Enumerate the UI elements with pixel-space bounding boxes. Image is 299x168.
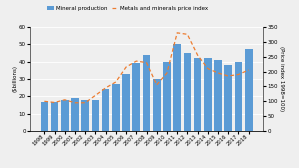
Metals and minerals price index <box>176 32 179 34</box>
Bar <box>235 62 242 131</box>
Bar <box>132 63 140 131</box>
Metals and minerals price index <box>155 84 158 86</box>
Bar <box>40 101 48 131</box>
Metals and minerals price index <box>135 60 138 62</box>
Metals and minerals price index <box>83 102 87 104</box>
Bar <box>225 65 232 131</box>
Bar <box>112 84 120 131</box>
Metals and minerals price index <box>63 99 67 101</box>
Bar <box>194 58 202 131</box>
Bar <box>173 44 181 131</box>
Bar <box>214 60 222 131</box>
Bar <box>153 79 161 131</box>
Metals and minerals price index <box>73 102 77 104</box>
Y-axis label: ($billions): ($billions) <box>12 66 17 92</box>
Bar <box>184 53 191 131</box>
Bar <box>61 100 68 131</box>
Bar <box>143 55 150 131</box>
Metals and minerals price index <box>145 62 148 64</box>
Bar <box>122 74 130 131</box>
Bar <box>51 101 58 131</box>
Metals and minerals price index <box>124 66 128 68</box>
Metals and minerals price index <box>53 101 56 103</box>
Metals and minerals price index <box>237 73 240 75</box>
Metals and minerals price index <box>42 100 46 102</box>
Metals and minerals price index <box>216 72 220 74</box>
Bar <box>245 49 253 131</box>
Y-axis label: (Price index 1998=100): (Price index 1998=100) <box>279 46 284 112</box>
Bar <box>102 89 109 131</box>
Metals and minerals price index <box>114 81 118 83</box>
Metals and minerals price index <box>226 75 230 77</box>
Line: Metals and minerals price index: Metals and minerals price index <box>44 33 249 103</box>
Bar <box>81 100 89 131</box>
Bar <box>91 100 99 131</box>
Metals and minerals price index <box>247 69 251 71</box>
Metals and minerals price index <box>206 68 210 70</box>
Metals and minerals price index <box>94 94 97 96</box>
Legend: Mineral production, Metals and minerals price index: Mineral production, Metals and minerals … <box>45 4 210 13</box>
Metals and minerals price index <box>165 72 169 74</box>
Bar <box>71 98 79 131</box>
Metals and minerals price index <box>104 87 107 89</box>
Bar <box>163 62 171 131</box>
Bar <box>204 58 212 131</box>
Metals and minerals price index <box>186 33 189 35</box>
Metals and minerals price index <box>196 54 199 56</box>
